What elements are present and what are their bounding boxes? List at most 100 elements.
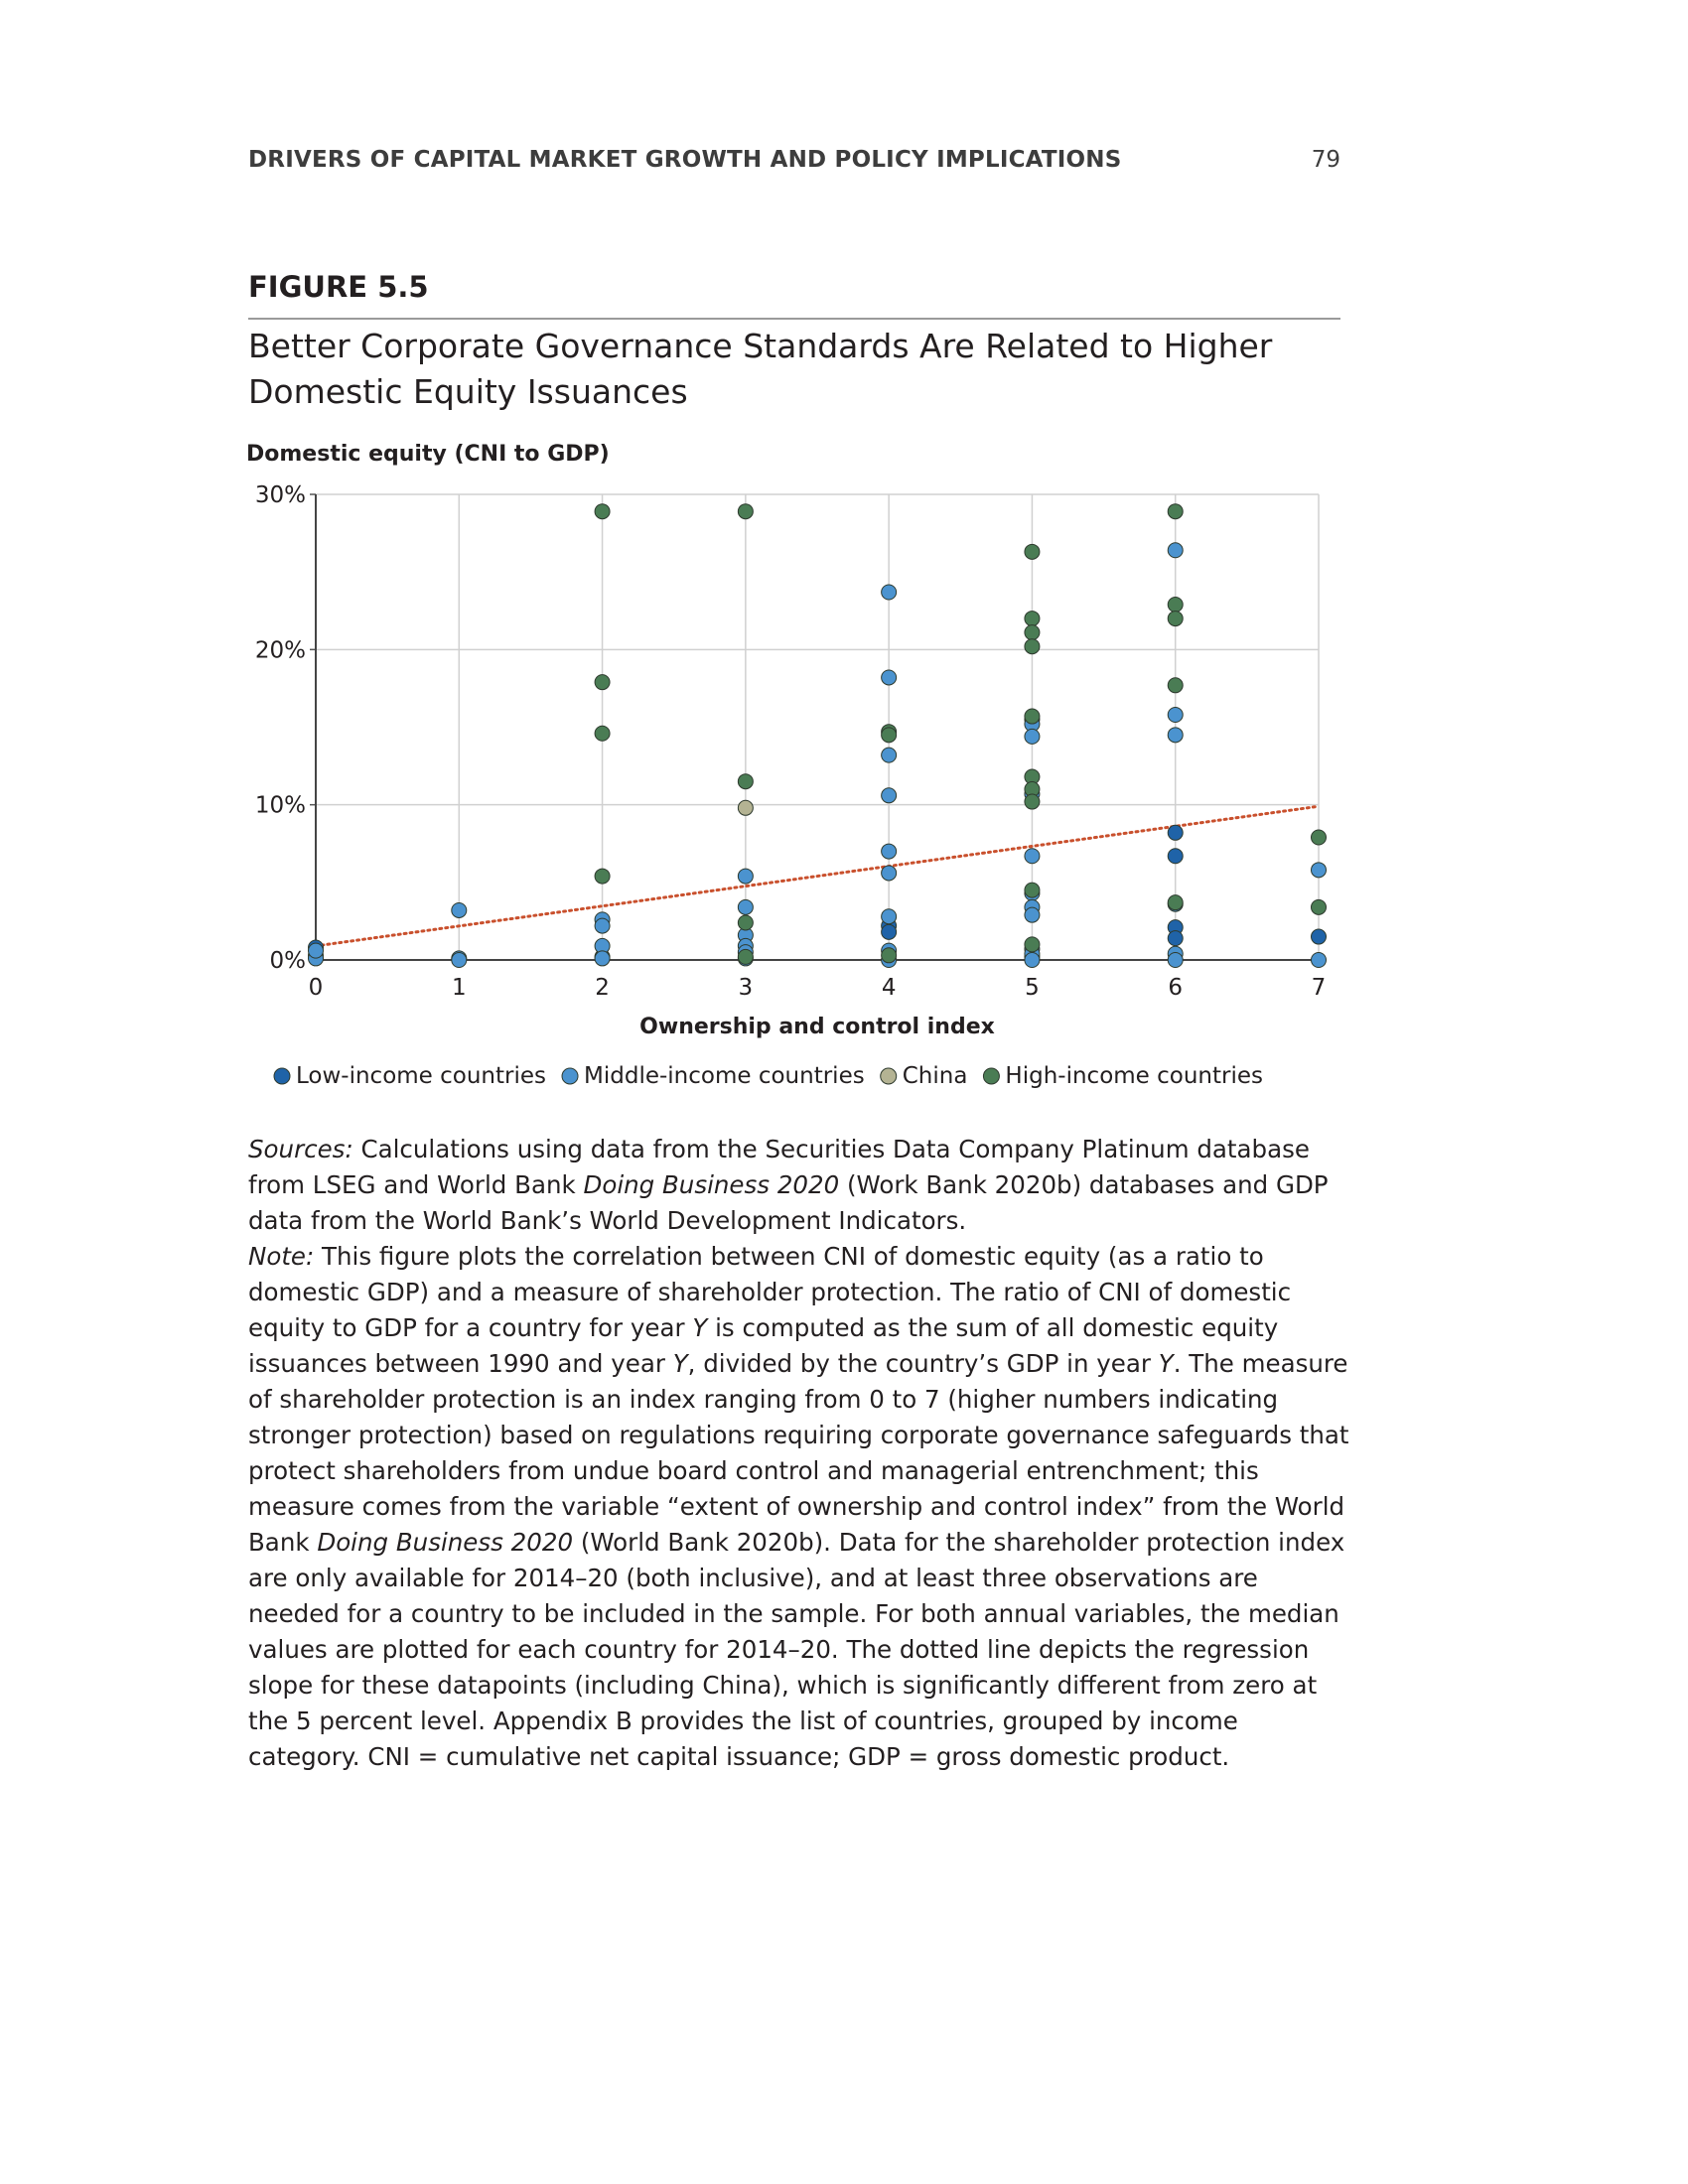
point-high-income-countries [737, 503, 754, 520]
note-text-end: (World Bank 2020b). Data for the shareho… [248, 1528, 1345, 1771]
point-high-income-countries [1024, 624, 1041, 641]
point-high-income-countries [1024, 708, 1041, 725]
point-middle-income-countries [451, 901, 468, 918]
x-tick-label: 3 [739, 975, 754, 1001]
x-tick-label: 1 [452, 975, 467, 1001]
gridlines [316, 493, 1320, 960]
point-high-income-countries [737, 914, 754, 931]
y-tick-label: 30% [255, 482, 306, 508]
point-middle-income-countries [308, 942, 324, 959]
legend-marker-china [880, 1067, 898, 1085]
figure-label: FIGURE 5.5 [248, 270, 429, 304]
point-china [737, 799, 754, 816]
legend-label-high-income-countries: High-income countries [1005, 1063, 1263, 1089]
point-high-income-countries [1167, 611, 1184, 627]
note-year-var: Y [1158, 1349, 1174, 1378]
legend-label-china: China [903, 1063, 968, 1089]
page-number: 79 [1311, 147, 1340, 173]
point-middle-income-countries [737, 868, 754, 885]
point-middle-income-countries [451, 952, 468, 968]
point-high-income-countries [1024, 611, 1041, 627]
sources-paragraph: Sources: Calculations using data from th… [248, 1132, 1350, 1239]
point-low-income-countries [1167, 930, 1184, 947]
y-tick-label: 0% [270, 948, 307, 974]
running-title: DRIVERS OF CAPITAL MARKET GROWTH AND POL… [248, 147, 1122, 173]
y-axis-title: Domestic equity (CNI to GDP) [246, 442, 610, 467]
point-high-income-countries [1311, 898, 1327, 915]
point-middle-income-countries [1024, 906, 1041, 923]
tick-labels: 0 1 2 3 4 5 6 7 0% 10% 20% 30% [255, 482, 1326, 1001]
point-middle-income-countries [1167, 706, 1184, 723]
figure-notes: Sources: Calculations using data from th… [248, 1132, 1350, 1775]
x-tick-label: 4 [882, 975, 897, 1001]
figure-title: Better Corporate Governance Standards Ar… [248, 327, 1273, 411]
point-high-income-countries [1167, 677, 1184, 694]
axes [310, 493, 1319, 961]
point-high-income-countries [594, 674, 611, 691]
scatter-chart: Domestic equity (CNI to GDP) 0 1 2 3 4 5 6 7 0% 1… [246, 442, 1327, 1089]
sources-label: Sources: [248, 1135, 353, 1163]
point-low-income-countries [881, 923, 898, 940]
note-text: This figure plots the correlation betwee… [248, 1242, 1292, 1342]
point-high-income-countries [1167, 596, 1184, 613]
figure-divider [248, 318, 1340, 320]
note-text: is computed as the sum of all domestic e… [248, 1313, 1279, 1378]
point-middle-income-countries [881, 747, 898, 763]
point-middle-income-countries [594, 950, 611, 967]
point-high-income-countries [1167, 894, 1184, 911]
point-middle-income-countries [1311, 862, 1327, 879]
point-high-income-countries [1024, 936, 1041, 953]
chart: Domestic equity (CNI to GDP) 0 1 2 3 4 5 6 7 0% 1… [238, 437, 1355, 1112]
note-text: . The measure of shareholder protection … [248, 1349, 1349, 1557]
running-head: DRIVERS OF CAPITAL MARKET GROWTH AND POL… [248, 147, 1340, 177]
point-middle-income-countries [1167, 542, 1184, 559]
point-middle-income-countries [594, 917, 611, 934]
regression-line [314, 804, 1321, 948]
legend-label-middle-income-countries: Middle-income countries [584, 1063, 865, 1089]
point-high-income-countries [737, 948, 754, 965]
sources-database: Doing Business 2020 [583, 1170, 840, 1199]
point-low-income-countries [1167, 848, 1184, 865]
legend-label-low-income-countries: Low-income countries [296, 1063, 546, 1089]
legend-marker-middle-income-countries [561, 1067, 579, 1085]
point-middle-income-countries [1167, 727, 1184, 744]
point-middle-income-countries [1024, 728, 1041, 745]
sources-text-end: (Work Bank 2020b) databases and GDP data… [248, 1170, 1329, 1235]
x-tick-label: 2 [595, 975, 610, 1001]
point-middle-income-countries [881, 865, 898, 882]
point-high-income-countries [881, 727, 898, 744]
point-middle-income-countries [881, 584, 898, 601]
point-high-income-countries [1024, 793, 1041, 810]
point-middle-income-countries [1311, 952, 1327, 968]
point-high-income-countries [1311, 829, 1327, 846]
legend-marker-high-income-countries [982, 1067, 1000, 1085]
point-high-income-countries [594, 868, 611, 885]
regression-line-path [314, 804, 1321, 948]
point-middle-income-countries [1167, 952, 1184, 968]
note-year-var: Y [692, 1313, 708, 1342]
point-high-income-countries [737, 773, 754, 790]
point-middle-income-countries [881, 843, 898, 860]
data-points [308, 503, 1327, 968]
point-high-income-countries [1024, 638, 1041, 655]
x-tick-label: 7 [1312, 975, 1327, 1001]
point-high-income-countries [1024, 882, 1041, 898]
point-high-income-countries [1167, 503, 1184, 520]
point-high-income-countries [594, 503, 611, 520]
x-tick-label: 5 [1025, 975, 1040, 1001]
point-middle-income-countries [881, 669, 898, 686]
point-high-income-countries [881, 947, 898, 964]
point-low-income-countries [1167, 824, 1184, 841]
x-tick-label: 0 [309, 975, 324, 1001]
note-text: , divided by the country’s GDP in year [687, 1349, 1159, 1378]
x-axis-title: Ownership and control index [639, 1015, 995, 1039]
y-tick-label: 10% [255, 793, 306, 819]
note-year-var: Y [672, 1349, 688, 1378]
sources-text: Calculations using data from the Securit… [248, 1135, 1310, 1199]
point-middle-income-countries [1024, 848, 1041, 865]
y-tick-label: 20% [255, 637, 306, 663]
point-middle-income-countries [881, 787, 898, 804]
point-low-income-countries [1311, 928, 1327, 945]
point-middle-income-countries [1024, 952, 1041, 968]
point-middle-income-countries [737, 898, 754, 915]
